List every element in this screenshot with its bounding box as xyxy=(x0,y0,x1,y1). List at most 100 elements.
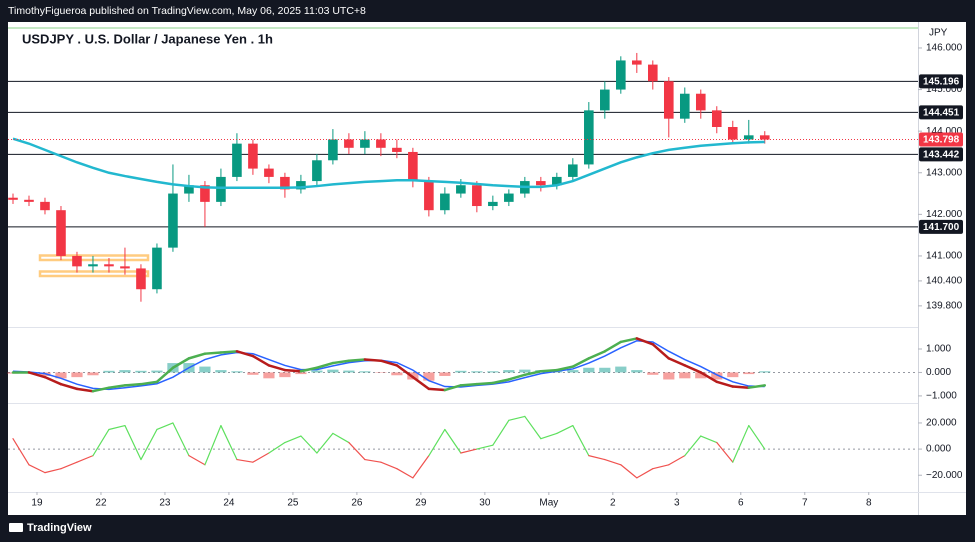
logo-mark xyxy=(9,523,23,532)
candle-body xyxy=(424,181,434,211)
x-tick-label: 24 xyxy=(223,498,235,509)
candle-body xyxy=(136,268,146,290)
level-tag xyxy=(919,147,963,162)
y-tick-label: 141.000 xyxy=(926,251,963,262)
histogram-bar xyxy=(119,370,131,373)
oscillator-segment xyxy=(396,468,414,479)
histogram-bar xyxy=(583,367,595,373)
oscillator-segment xyxy=(332,432,350,444)
histogram-bar xyxy=(615,366,627,373)
oscillator-segment xyxy=(540,432,558,440)
candle-body xyxy=(264,168,274,177)
histogram-bar xyxy=(679,372,691,379)
oscillator-segment xyxy=(300,435,318,454)
oscillator-segment xyxy=(636,468,654,479)
histogram-bar xyxy=(727,372,739,378)
x-tick-label: 2 xyxy=(610,498,616,509)
macd-segment xyxy=(219,350,239,354)
oscillator-segment xyxy=(524,415,542,440)
publish-info: TimothyFigueroa published on TradingView… xyxy=(8,5,366,17)
y-tick-label: 139.800 xyxy=(926,301,963,312)
y-tick-label: 145.000 xyxy=(926,84,963,95)
oscillator-segment xyxy=(220,424,238,461)
histogram-bar xyxy=(263,372,275,379)
histogram-bar xyxy=(343,370,355,373)
histogram-bar xyxy=(135,370,147,373)
candle-body xyxy=(488,201,498,207)
oscillator-segment xyxy=(188,455,206,466)
candle-body xyxy=(743,135,754,140)
candle-body xyxy=(344,139,354,148)
histogram-bar xyxy=(759,371,771,373)
oscillator-segment xyxy=(140,428,158,461)
histogram-bar xyxy=(71,372,83,378)
macd-segment xyxy=(203,351,223,355)
macd-segment xyxy=(123,382,143,387)
macd-segment xyxy=(331,359,351,365)
candle-body xyxy=(648,64,658,82)
y-tick-label: 0.000 xyxy=(926,367,951,378)
candle-body xyxy=(312,160,322,182)
macd-segment xyxy=(667,357,687,367)
y-tick-label: 1.000 xyxy=(926,344,951,355)
oscillator-segment xyxy=(428,428,446,457)
oscillator-segment xyxy=(28,464,46,474)
macd-segment xyxy=(139,380,159,386)
y-tick-label: 143.000 xyxy=(926,167,963,178)
oscillator-segment xyxy=(668,455,686,466)
oscillator-segment xyxy=(412,455,430,479)
oscillator-segment xyxy=(700,435,718,444)
candle-body xyxy=(616,60,626,90)
oscillator-segment xyxy=(108,424,126,431)
macd-segment xyxy=(171,357,191,370)
histogram-bar xyxy=(327,369,339,373)
oscillator-segment xyxy=(588,455,606,461)
macd-segment xyxy=(299,366,319,373)
oscillator-segment xyxy=(620,464,638,479)
macd-segment xyxy=(27,371,47,379)
histogram-bar xyxy=(711,372,723,380)
candle-body xyxy=(184,185,194,194)
macd-segment xyxy=(43,375,63,386)
oscillator-segment xyxy=(476,444,494,450)
y-tick-label: 144.000 xyxy=(926,126,963,137)
macd-segment xyxy=(75,387,95,393)
histogram-bar xyxy=(391,372,403,376)
macd-segment xyxy=(587,350,607,360)
candle-body xyxy=(392,147,402,152)
candle-body xyxy=(759,135,770,140)
oscillator-segment xyxy=(556,424,574,435)
x-tick-label: 29 xyxy=(415,498,427,509)
zone-box xyxy=(38,254,150,262)
histogram-bar xyxy=(215,370,227,373)
chart-area xyxy=(8,22,966,515)
candle-body xyxy=(296,181,306,190)
x-tick-label: 26 xyxy=(351,498,363,509)
oscillator-segment xyxy=(684,435,702,457)
y-tick-label: −1.000 xyxy=(926,391,957,402)
y-tick-label: −20.000 xyxy=(926,470,963,481)
zone-box xyxy=(38,270,150,278)
macd-segment xyxy=(91,386,111,393)
macd-segment xyxy=(555,365,575,372)
histogram-bar xyxy=(279,372,291,378)
macd-segment xyxy=(379,359,399,367)
oscillator-segment xyxy=(508,415,526,421)
y-tick-label: 20.000 xyxy=(926,418,957,429)
macd-segment xyxy=(251,354,271,367)
histogram-bar xyxy=(487,371,499,373)
candle-body xyxy=(600,89,610,111)
macd-segment xyxy=(235,350,255,358)
macd-segment xyxy=(459,382,479,387)
oscillator-segment xyxy=(380,461,398,470)
oscillator-segment xyxy=(236,458,254,463)
histogram-bar xyxy=(311,370,323,373)
level-label: 141.700 xyxy=(923,222,960,233)
candle-body xyxy=(456,185,466,194)
oscillator-segment xyxy=(172,422,190,457)
oscillator-segment xyxy=(316,432,334,454)
candle-body xyxy=(232,143,242,177)
histogram-bar xyxy=(55,372,67,379)
macd-segment xyxy=(155,366,175,384)
oscillator-segment xyxy=(252,452,270,463)
